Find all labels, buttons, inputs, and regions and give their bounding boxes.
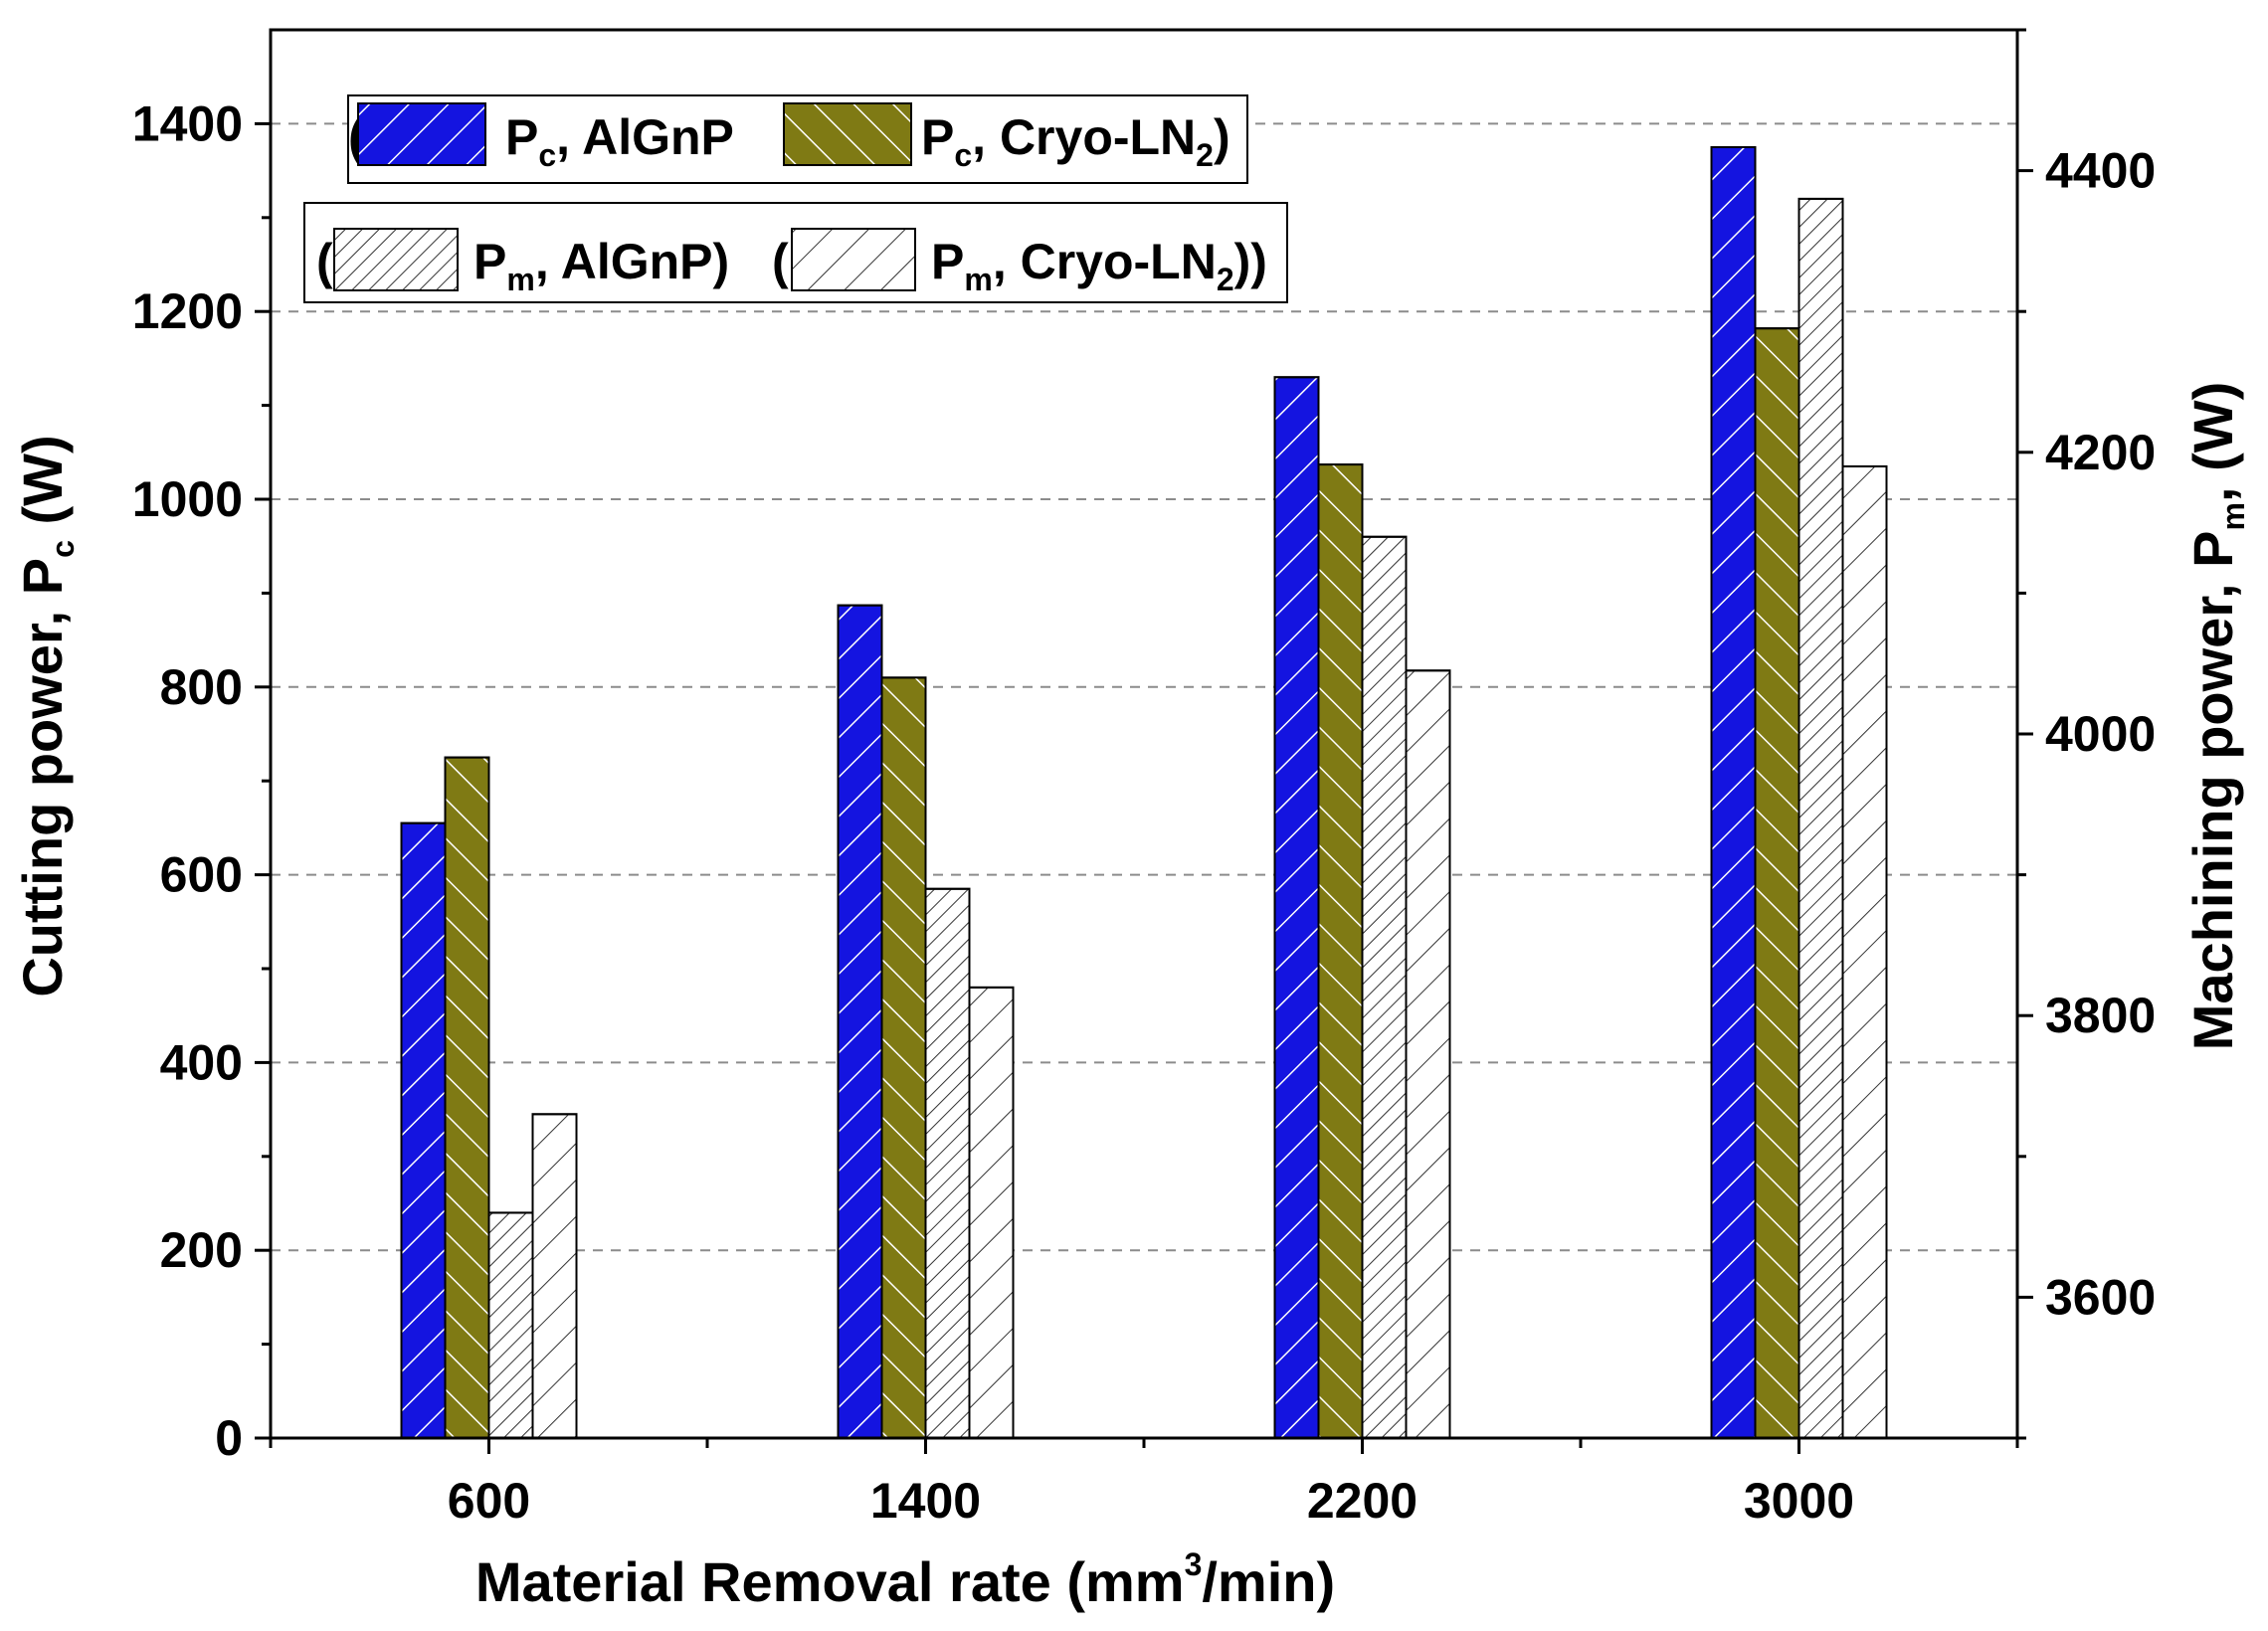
bar-hatch: [487, 1211, 534, 1439]
bar-hatch: [1361, 535, 1408, 1439]
y-tick-label: 1200: [132, 283, 243, 339]
legend-label: Pm, AlGnP): [473, 234, 729, 297]
legend: (Pc, AlGnP Pc, Cryo-LN2)(Pm, AlGnP)(Pm, C…: [303, 94, 1288, 303]
legend-swatch-hatch: [791, 228, 916, 291]
legend-swatch-hatch: [357, 102, 486, 166]
bar-hatch: [531, 1113, 578, 1439]
y-tick-label: 400: [160, 1034, 243, 1090]
bar-hatch: [968, 986, 1015, 1439]
bar-hatch: [1710, 146, 1757, 1439]
y2-tick-label: 3800: [2045, 988, 2156, 1043]
x-tick-label: 600: [448, 1473, 530, 1529]
axes: 0 200 400 600 800 1000 1200 1400 3600 3800 4000 420…: [132, 28, 2156, 1529]
legend-label: Pc, Cryo-LN2): [921, 109, 1230, 173]
bar-hatch: [837, 604, 883, 1439]
y2-tick-label: 4400: [2045, 143, 2156, 199]
bar-hatch: [400, 821, 447, 1439]
bar-hatch: [444, 756, 490, 1439]
legend-paren: (: [316, 234, 333, 289]
y-tick-label: 200: [160, 1222, 243, 1278]
y-axis-title: Cutting power, Pc (W): [11, 435, 81, 997]
y2-tick-label: 4000: [2045, 706, 2156, 762]
y-tick-label: 1000: [132, 471, 243, 527]
legend-paren: (: [772, 234, 789, 289]
y2-tick-label: 3600: [2045, 1269, 2156, 1325]
y-tick-label: 800: [160, 659, 243, 715]
y-tick-label: 600: [160, 847, 243, 903]
bar-hatch: [1273, 376, 1320, 1439]
legend-label: Pm, Cryo-LN2)): [931, 234, 1267, 297]
x-axis-title: Material Removal rate (mm3/min): [475, 1546, 1335, 1613]
x-tick-label: 2200: [1307, 1473, 1418, 1529]
legend-label: Pc, AlGnP: [505, 109, 734, 173]
y2-tick-label: 4200: [2045, 425, 2156, 480]
bars: [400, 146, 1888, 1439]
bar-hatch: [1405, 669, 1451, 1439]
y-tick-label: 1400: [132, 95, 243, 151]
bar-hatch: [1317, 463, 1364, 1439]
bar-hatch: [1754, 327, 1800, 1439]
bar-hatch: [880, 676, 927, 1439]
legend-swatch-hatch: [333, 228, 459, 291]
y2-axis-title: Machining power, Pm, (W): [2181, 382, 2251, 1050]
y-tick-label: 0: [215, 1410, 243, 1466]
x-tick-label: 3000: [1744, 1473, 1854, 1529]
bar-hatch: [924, 887, 971, 1439]
x-tick-label: 1400: [870, 1473, 981, 1529]
bar-hatch: [1841, 464, 1888, 1439]
legend-swatch-hatch: [783, 102, 912, 166]
bar-hatch: [1797, 197, 1844, 1439]
